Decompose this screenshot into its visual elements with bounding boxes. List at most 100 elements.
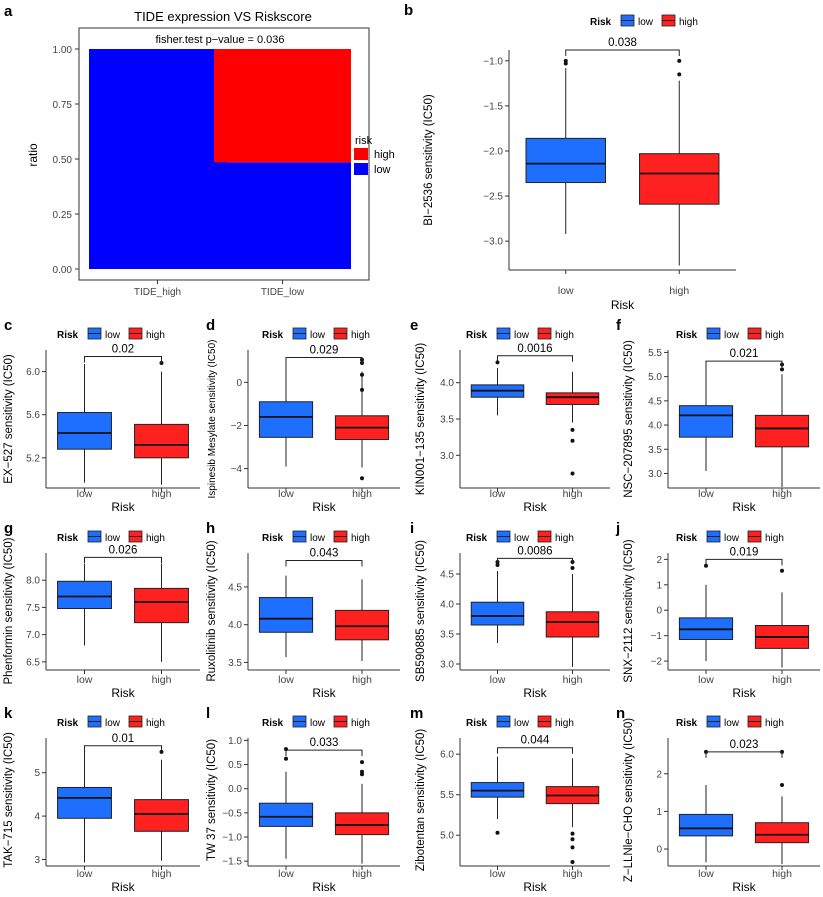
y-axis-label: EX−527 sensitivity (IC50) [3,354,15,484]
legend-title: Risk [590,17,612,28]
x-tick-label-low: low [698,674,714,686]
panel-g: g Risk low high 6.5 7.0 7.5 8.0 Phenformin sensi… [3,520,200,700]
p-value-label: 0.019 [730,546,759,558]
panel-i-letter: i [410,520,414,537]
x-axis-label: Risk [523,500,547,514]
box-low [57,412,112,450]
y-tick-label: 4.0 [648,421,662,432]
significance-bracket [497,747,573,754]
box-low [470,601,525,626]
y-tick-label: 4 [34,812,40,823]
significance-bracket [285,357,363,364]
panel-b: b Risk low high −3.0 −2.5 −2.0 −1.5 −1.0 BI−2536 … [404,2,736,312]
y-tick-label: −1.5 [222,857,242,868]
outlier-low [284,756,288,761]
x-tick-label-low: low [278,488,294,500]
y-axis-label: Phenformin sensitivity (IC50) [3,537,15,684]
panel-j: j Risk low high −2 −1 0 1 2 SNX−2112 sensitivity … [615,520,820,700]
y-tick-label: 1 [656,580,662,591]
panel-a-letter: a [4,3,13,20]
x-tick-label-low: low [490,868,506,880]
outlier-high [360,372,364,377]
significance-bracket [565,49,680,56]
legend-label-high: high [146,533,165,544]
x-tick-label-high: high [563,488,583,500]
x-tick-label-low: low [490,674,506,686]
panel-j-letter: j [615,520,620,537]
p-value-label: 0.021 [730,348,759,360]
significance-bracket [84,745,162,752]
panel-b-letter: b [404,2,413,19]
y-axis-label: TAK−715 sensitivity (IC50) [3,732,15,868]
legend-title: Risk [676,718,698,729]
panel-a-marks: 0.00 0.25 0.50 0.75 1.00 TIDE_high TIDE_low [53,45,351,298]
y-axis-label: KIN001−135 sensitivity (IC50) [415,343,427,496]
y-tick-label: 6.0 [26,367,40,378]
p-value-label: 0.0016 [517,343,552,355]
y-tick-label: 0.5 [228,760,242,771]
panel-a-pvalue: fisher.test p−value = 0.036 [155,34,284,46]
y-axis-label: TW 37 sensitivity (IC50) [206,739,218,861]
y-tick-label: 3.5 [440,630,454,641]
panel-f-letter: f [616,317,622,334]
x-tick-label-low: low [490,488,506,500]
y-tick-label: 4.0 [440,600,454,611]
panel-n-letter: n [616,705,625,722]
x-tick-label-high: high [772,674,792,686]
panel-d: d Risk low high −4 −2 0 Ispinesib Mesylate sens… [206,317,400,514]
outlier-low [563,61,568,66]
panel-h-letter: h [206,520,215,537]
legend-label-high: high [555,533,574,544]
outlier-high [570,471,575,476]
legend-label-high: high [555,330,574,341]
panel-e: e Risk low high 3.0 3.5 4.0 KIN001−135 sensitiv… [410,317,610,514]
panel-f: f Risk low high 3.0 3.5 4.0 4.5 5.0 5.5 NSC−207895… [616,317,820,514]
x-tick-label-low: low [278,868,294,880]
panel-a-ytick-label: 0.00 [53,265,73,276]
y-tick-label: 5.6 [26,410,40,421]
box-high [639,153,720,205]
panel-a-legend-low: low [374,164,391,176]
panel-m: m Risk low high 5.0 5.5 6.0 Zibotentan sensitiv… [410,705,610,894]
x-axis-label: Risk [523,686,547,700]
x-tick-label-high: high [352,674,372,686]
box-high [334,609,390,641]
outlier-high [159,749,164,754]
y-tick-label: 5.5 [440,790,454,801]
p-value-label: 0.044 [521,735,550,747]
box-high [334,812,390,836]
x-axis-label: Risk [312,880,336,894]
x-tick-label-high: high [669,285,689,297]
y-axis-label: BI−2536 sensitivity (IC50) [423,94,435,226]
y-tick-label: 0 [656,606,662,617]
y-tick-label: 4.5 [440,570,454,581]
legend-label-low: low [514,533,530,544]
significance-bracket [497,557,573,565]
y-tick-label: 3 [34,855,40,866]
panel-i: i Risk low high 3.0 3.5 4.0 4.5 SB590885 sensiti… [410,520,610,700]
significance-bracket [705,751,783,758]
y-axis-label: NSC−207895 sensitivity (IC50) [623,340,635,498]
panel-a-ytick-label: 0.25 [53,210,73,221]
legend-label-high: high [765,718,784,729]
legend-label-high: high [555,718,574,729]
y-axis-label: Z−LLNle−CHO sensitivity (IC50) [623,718,635,882]
outlier-high [780,367,784,372]
box-low [57,786,112,819]
outlier-high [780,783,784,788]
panel-a-title: TIDE expression VS Riskscore [134,9,312,24]
significance-bracket [285,749,363,757]
outlier-low [495,563,500,567]
outlier-high [159,360,164,365]
panel-a-legend-swatch-high [354,148,368,160]
y-tick-label: 1 [656,807,662,818]
panel-m-letter: m [410,705,423,722]
panel-n: n Risk low high 0 1 2 Z−LLNle−CHO sensitivity (… [616,705,820,894]
legend-label-high: high [351,330,370,341]
y-tick-label: 5.0 [648,372,662,383]
x-tick-label-high: high [563,868,583,880]
x-axis-label: Risk [111,686,135,700]
panel-a-legend-high: high [374,149,395,161]
legend-title: Risk [57,533,79,544]
